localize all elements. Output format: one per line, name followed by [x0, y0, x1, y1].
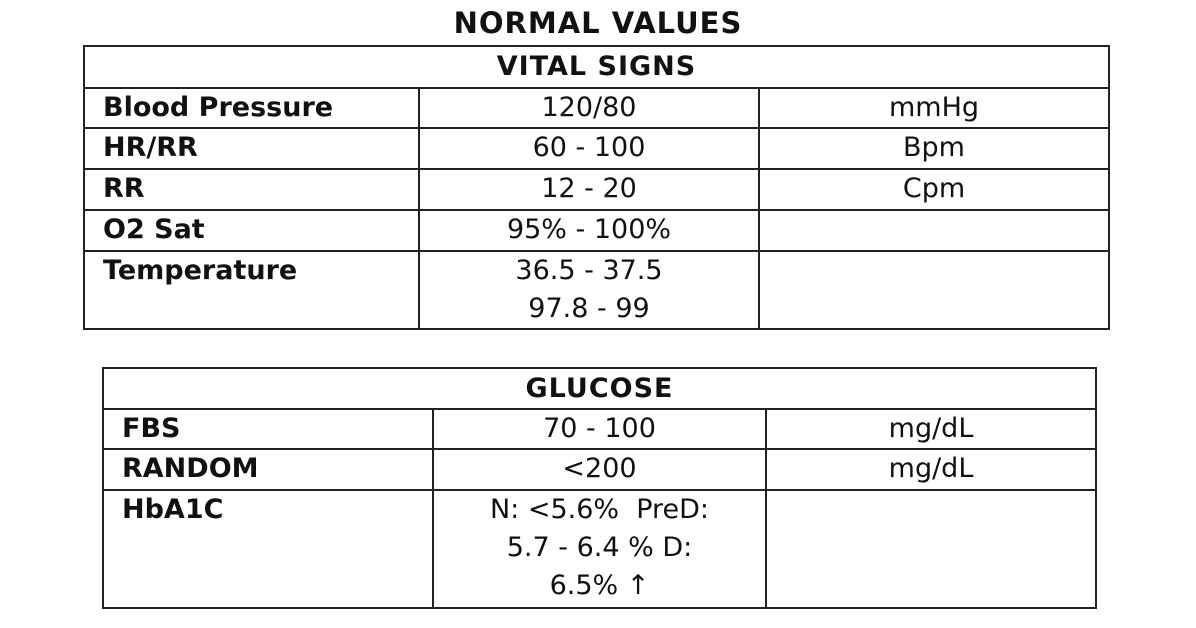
row-value: 36.5 - 37.5 97.8 - 99 [418, 250, 760, 330]
page-title: NORMAL VALUES [453, 6, 743, 40]
row-unit: Cpm [758, 168, 1110, 211]
cell-line: 5.7 - 6.4 % D: [506, 532, 693, 563]
row-value: <200 [432, 448, 767, 491]
row-label: RR [83, 168, 420, 211]
header-row: GLUCOSE [102, 367, 1097, 410]
row-value: N: <5.6% PreD: 5.7 - 6.4 % D: 6.5% ↑ [432, 489, 767, 609]
row-unit [758, 250, 1110, 330]
row-value: 95% - 100% [418, 209, 760, 252]
table-row: Blood Pressure 120/80 mmHg [83, 87, 1110, 129]
cell-line: 36.5 - 37.5 [515, 255, 663, 286]
table-row: RR 12 - 20 Cpm [83, 168, 1110, 211]
table-row: HbA1C N: <5.6% PreD: 5.7 - 6.4 % D: 6.5% ↑ [102, 489, 1097, 609]
table: GLUCOSE FBS 70 - 100 mg/dL RANDOM <200 mg/dL Hb… [102, 367, 1097, 609]
row-label: FBS [102, 408, 434, 450]
row-label: O2 Sat [83, 209, 420, 252]
table-row: HR/RR 60 - 100 Bpm [83, 127, 1110, 170]
row-unit [758, 209, 1110, 252]
table-row: FBS 70 - 100 mg/dL [102, 408, 1097, 450]
cell-line: 6.5% ↑ [549, 570, 650, 601]
row-label: HR/RR [83, 127, 420, 170]
table-row: RANDOM <200 mg/dL [102, 448, 1097, 491]
row-unit: mg/dL [765, 448, 1097, 491]
table: VITAL SIGNS Blood Pressure 120/80 mmHg HR/RR… [83, 45, 1110, 330]
row-label: RANDOM [102, 448, 434, 491]
table-header: GLUCOSE [102, 367, 1097, 410]
table-body: VITAL SIGNS Blood Pressure 120/80 mmHg HR/RR… [83, 45, 1110, 330]
table-row: O2 Sat 95% - 100% [83, 209, 1110, 252]
row-value: 12 - 20 [418, 168, 760, 211]
row-label: Temperature [83, 250, 420, 330]
header-row: VITAL SIGNS [83, 45, 1110, 89]
row-unit: mg/dL [765, 408, 1097, 450]
table-row: Temperature 36.5 - 37.5 97.8 - 99 [83, 250, 1110, 330]
row-unit [765, 489, 1097, 609]
row-label: HbA1C [102, 489, 434, 609]
row-value: 60 - 100 [418, 127, 760, 170]
row-value: 70 - 100 [432, 408, 767, 450]
cell-line: 97.8 - 99 [528, 293, 650, 324]
row-value: 120/80 [418, 87, 760, 129]
row-unit: mmHg [758, 87, 1110, 129]
table-header: VITAL SIGNS [83, 45, 1110, 89]
row-label: Blood Pressure [83, 87, 420, 129]
row-unit: Bpm [758, 127, 1110, 170]
table-body: GLUCOSE FBS 70 - 100 mg/dL RANDOM <200 mg/dL Hb… [102, 367, 1097, 609]
cell-line: N: <5.6% PreD: [489, 494, 710, 525]
